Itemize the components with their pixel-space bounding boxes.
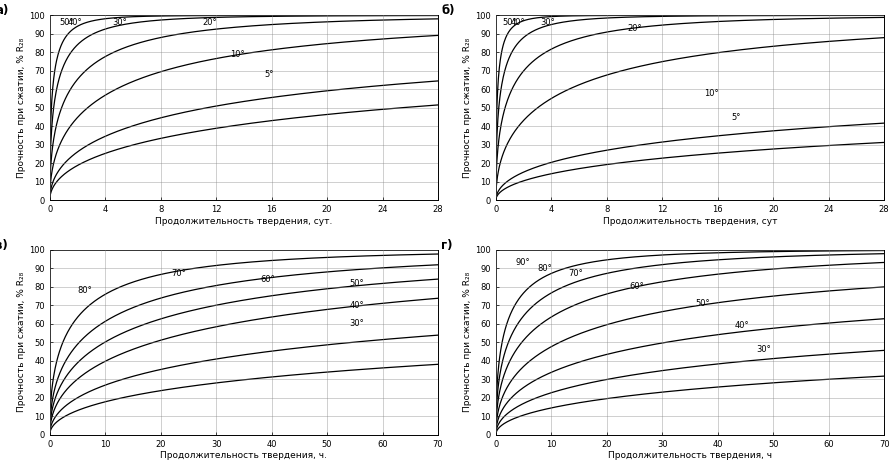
Text: 40°: 40° — [510, 18, 525, 27]
Text: 40°: 40° — [349, 301, 364, 310]
Y-axis label: Прочность при сжатии, % R₂₈: Прочность при сжатии, % R₂₈ — [463, 272, 472, 412]
Text: 90°: 90° — [515, 258, 529, 267]
Text: 50°: 50° — [59, 18, 74, 27]
X-axis label: Продолжительность твердения, ч.: Продолжительность твердения, ч. — [160, 452, 327, 460]
Text: 50°: 50° — [502, 18, 517, 27]
Text: 20°: 20° — [627, 24, 642, 33]
Text: 10°: 10° — [703, 89, 718, 97]
Text: 5°: 5° — [730, 113, 740, 122]
Text: 30°: 30° — [349, 319, 364, 328]
Text: в): в) — [0, 239, 8, 252]
Text: 70°: 70° — [172, 269, 186, 278]
Text: 30°: 30° — [755, 345, 771, 354]
Text: 80°: 80° — [78, 286, 92, 295]
X-axis label: Продолжительность твердения, сут.: Продолжительность твердения, сут. — [155, 217, 333, 226]
Y-axis label: Прочность при сжатии, % R₂₈: Прочность при сжатии, % R₂₈ — [463, 38, 472, 178]
Text: 30°: 30° — [540, 18, 554, 27]
Text: 60°: 60° — [628, 282, 643, 291]
Text: б): б) — [441, 4, 454, 17]
X-axis label: Продолжительность твердения, сут: Продолжительность твердения, сут — [602, 217, 776, 226]
Text: 30°: 30° — [112, 18, 127, 27]
Text: г): г) — [441, 239, 452, 252]
Text: 50°: 50° — [695, 299, 709, 308]
Text: 5°: 5° — [265, 70, 274, 79]
Text: а): а) — [0, 4, 9, 17]
Text: 60°: 60° — [260, 275, 275, 284]
Y-axis label: Прочность при сжатии, % R₂₈: Прочность при сжатии, % R₂₈ — [17, 38, 26, 178]
Text: 70°: 70° — [568, 269, 582, 278]
Text: 40°: 40° — [68, 18, 82, 27]
Text: 10°: 10° — [230, 50, 244, 59]
Text: 50°: 50° — [349, 279, 364, 288]
Text: 40°: 40° — [734, 321, 748, 330]
Text: 80°: 80° — [536, 264, 552, 273]
Y-axis label: Прочность при сжатии, % R₂₈: Прочность при сжатии, % R₂₈ — [17, 272, 26, 412]
X-axis label: Продолжительность твердения, ч: Продолжительность твердения, ч — [607, 452, 772, 460]
Text: 20°: 20° — [202, 18, 216, 27]
